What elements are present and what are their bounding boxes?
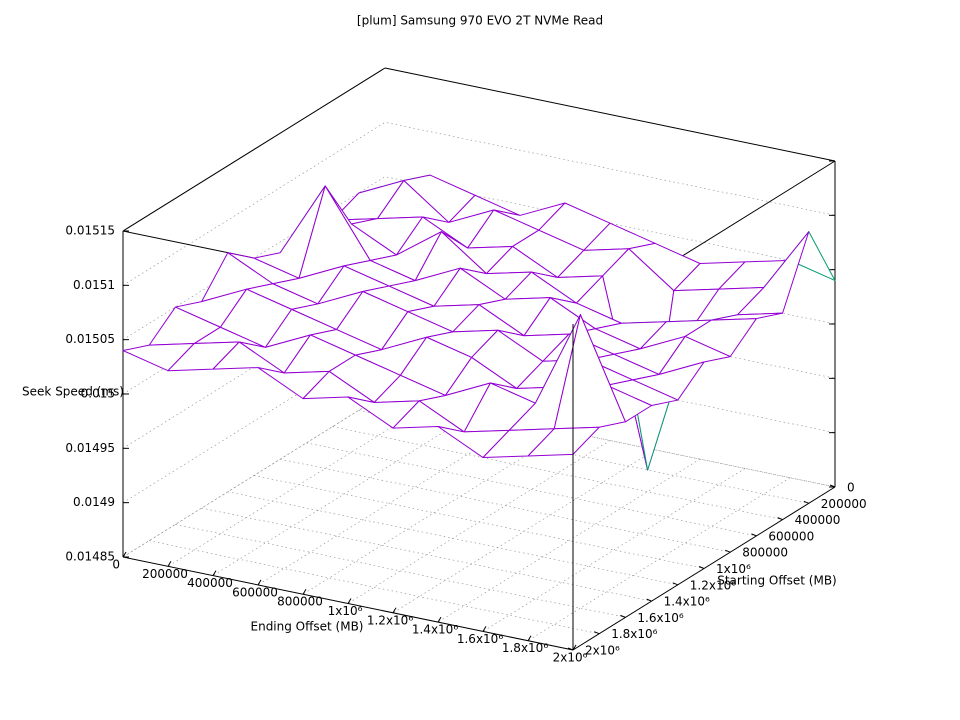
- z-tick-label: 0.015: [81, 387, 115, 401]
- tick-mark: [751, 533, 757, 537]
- x-tick-label: 600000: [232, 585, 278, 599]
- y-tick-label: 0: [847, 481, 855, 495]
- y-tick-label: 1.2x10⁶: [690, 578, 736, 592]
- tick-mark: [698, 566, 705, 569]
- tick-mark: [167, 561, 172, 567]
- y-tick-label: 400000: [795, 513, 841, 527]
- tick-mark: [302, 588, 307, 595]
- tick-mark: [646, 598, 652, 602]
- y-tick-label: 800000: [742, 546, 788, 560]
- z-tick-label: 0.01485: [65, 550, 115, 564]
- grid-line: [332, 426, 783, 520]
- tick-mark: [567, 647, 574, 651]
- tick-mark: [392, 607, 397, 614]
- x-tick-label: 0: [112, 558, 120, 572]
- box-edge: [122, 67, 386, 232]
- x-tick-label: 800000: [277, 595, 323, 609]
- box-edge: [384, 67, 836, 162]
- z-tick-label: 0.01505: [65, 332, 115, 346]
- tick-mark: [725, 549, 731, 553]
- grid-line: [149, 540, 600, 634]
- grid-line: [482, 468, 746, 632]
- tick-mark: [122, 551, 127, 558]
- x-axis-label: Ending Offset (MB): [251, 620, 364, 634]
- z-tick-label: 0.01515: [65, 224, 115, 238]
- z-axis-label: Seek Speed (ms): [22, 385, 124, 399]
- y-tick-label: 200000: [821, 497, 867, 511]
- grid-line: [253, 475, 705, 569]
- grid-line: [175, 524, 626, 618]
- tick-mark: [672, 582, 678, 586]
- grid-line: [257, 421, 521, 586]
- chart-title: [plum] Samsung 970 EVO 2T NVMe Read: [357, 14, 603, 28]
- tick-mark: [482, 626, 487, 632]
- x-tick-label: 1.6x10⁶: [457, 632, 503, 646]
- tick-mark: [437, 616, 442, 623]
- grid-line: [201, 507, 652, 602]
- y-tick-label: 2x10⁶: [585, 644, 620, 658]
- y-axis-label: Starting Offset (MB): [717, 574, 837, 588]
- tick-mark: [212, 570, 217, 576]
- grid-line: [302, 430, 566, 595]
- grid-line: [212, 412, 476, 576]
- x-tick-label: 1.8x10⁶: [502, 641, 548, 655]
- x-tick-label: 1.2x10⁶: [367, 613, 413, 627]
- tick-mark: [620, 614, 626, 618]
- x-tick-label: 1x10⁶: [328, 604, 363, 618]
- x-tick-label: 400000: [187, 576, 233, 590]
- y-tick-label: 1x10⁶: [716, 562, 751, 576]
- grid-line: [280, 458, 731, 553]
- tick-mark: [594, 631, 600, 635]
- x-tick-label: 1.4x10⁶: [412, 623, 458, 637]
- z-tick-label: 0.0149: [73, 495, 115, 509]
- tick-mark: [347, 598, 352, 604]
- x-tick-label: 2x10⁶: [553, 651, 588, 665]
- grid-line: [527, 477, 791, 641]
- tick-mark: [829, 484, 836, 488]
- y-tick-label: 1.6x10⁶: [637, 611, 683, 625]
- tick-mark: [777, 517, 783, 521]
- tick-mark: [257, 579, 262, 586]
- x-tick-label: 200000: [142, 567, 188, 581]
- z-tick-label: 0.0151: [73, 278, 115, 292]
- grid-line: [437, 458, 701, 623]
- y-tick-label: 600000: [768, 529, 814, 543]
- y-tick-label: 1.8x10⁶: [611, 627, 657, 641]
- grid-line: [227, 491, 678, 586]
- tick-mark: [803, 500, 809, 504]
- grid-line: [306, 442, 757, 537]
- z-tick-label: 0.01495: [65, 441, 115, 455]
- tick-mark: [527, 635, 532, 641]
- y-tick-label: 1.4x10⁶: [664, 595, 710, 609]
